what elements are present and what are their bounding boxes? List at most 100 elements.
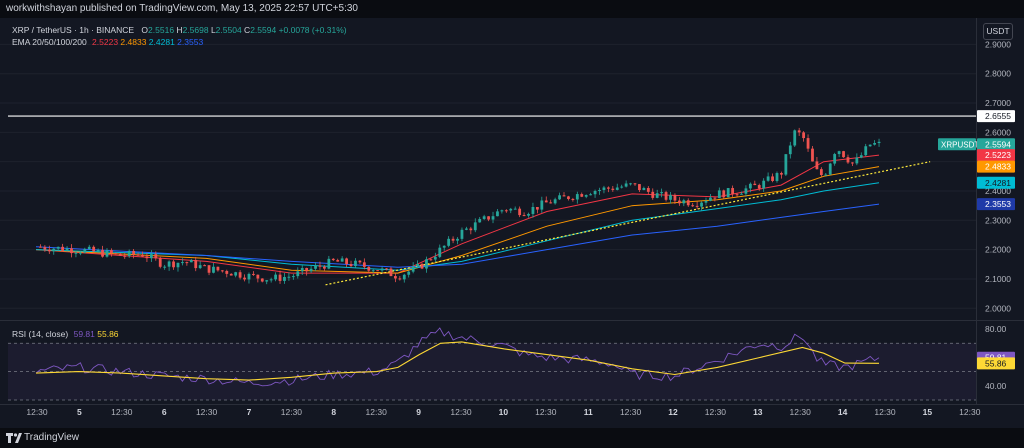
candle-body [496,211,499,217]
candle-body [354,260,357,267]
ema-line-2 [35,166,880,274]
candle-body [70,248,73,254]
candle-body [172,261,175,268]
candle-body [598,189,601,191]
candle-body [731,188,735,195]
candle-body [691,205,695,207]
candle-body [149,254,153,259]
ema100-price-label: 2.4281 [985,178,1011,188]
candle-body [464,228,468,230]
candle-body [101,249,104,257]
currency-button[interactable]: USDT [983,23,1013,40]
candle-body [61,246,65,251]
candle-body [127,250,131,257]
candle-body [274,274,278,280]
candle-body [176,262,180,268]
ema100-price-label-bg [977,176,1015,189]
candle-body [873,143,877,145]
ema200-value: 2.3553 [177,37,204,47]
candle-body [571,199,575,201]
candle-body [283,276,286,281]
time-tick-label: 12:30 [281,407,303,417]
candle-body [425,259,428,269]
candle-body [806,138,810,149]
candle-body [56,246,60,249]
candle-body [371,270,375,272]
candle-body [52,248,56,252]
legend-high: 2.5698 [182,25,209,35]
price-tick-label: 2.9000 [985,39,1011,49]
ema100-value: 2.4281 [148,37,175,47]
candle-body [549,202,553,204]
candle-body [602,187,606,190]
candle-body [877,141,881,144]
candle-body [314,265,317,269]
candle-body [380,268,384,271]
candle-body [833,154,837,164]
time-tick-label: 12:30 [535,407,557,417]
candle-body [735,194,739,196]
candle-body [136,254,140,256]
rsi-title[interactable]: RSI (14, close) [12,329,69,339]
ema-title[interactable]: EMA 20/50/100/200 [12,37,87,47]
candle-body [96,249,100,252]
candle-body [580,194,584,197]
candle-body [407,271,411,275]
candle-body [646,188,650,192]
candle-body [522,215,526,217]
candle-body [748,183,752,189]
time-tick-label: 7 [247,407,252,417]
price-tick-label: 2.3000 [985,215,1011,225]
candle-body [416,263,419,267]
candle-body [509,208,513,211]
candle-body [531,206,535,214]
ema50-value: 2.4833 [120,37,147,47]
time-tick-label: 12:30 [111,407,133,417]
time-tick-label: 13 [753,407,763,417]
candle-body [389,268,393,277]
footer-bar: TradingView [0,428,1024,448]
candle-body [194,260,198,269]
candle-body [438,247,442,257]
candle-body [558,195,561,200]
candle-body [535,206,539,210]
candle-body [296,271,300,277]
time-tick-label: 12 [668,407,678,417]
candle-body [491,216,495,220]
candle-body [855,157,859,164]
candle-body [362,262,366,267]
time-tick-label: 5 [77,407,82,417]
candle-body [287,276,291,278]
candle-body [744,188,748,194]
candle-body [123,255,127,257]
candle-body [700,202,703,207]
ema-line-4 [35,203,880,268]
candle-body [367,266,371,271]
candle-body [305,268,309,272]
candle-body [682,200,686,204]
candle-body [766,176,770,181]
rsi-ma-value: 55.86 [97,329,119,339]
candle-body [118,253,122,256]
candle-body [846,157,850,163]
candle-body [87,246,91,249]
time-tick-label: 12:30 [959,407,981,417]
candle-body [229,273,233,276]
candle-body [611,188,615,190]
candle-body [65,248,69,251]
candle-body [278,274,282,281]
candle-body [740,193,743,195]
symbol-name[interactable]: XRP / TetherUS · 1h · BINANCE [12,25,135,35]
ema20-price-label: 2.5223 [985,150,1011,160]
candle-body [797,130,801,133]
candle-body [92,246,96,252]
time-tick-label: 12:30 [620,407,642,417]
candle-body [593,190,597,195]
candle-body [336,260,340,262]
candle-body [802,132,806,139]
rsi-tick-label: 80.00 [985,324,1007,334]
candle-body [815,161,819,170]
candle-body [132,250,136,255]
time-tick-label: 12:30 [196,407,218,417]
